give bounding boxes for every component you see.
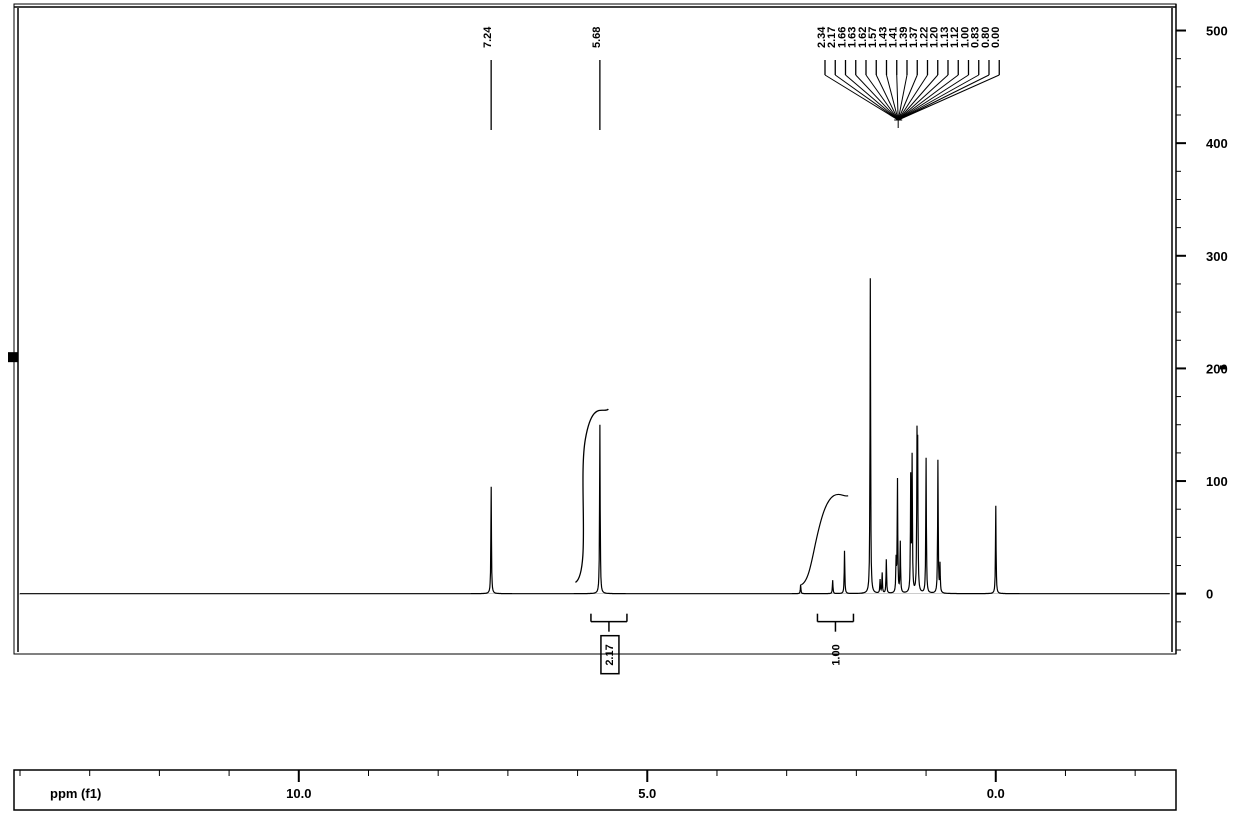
svg-text:5.68: 5.68 (591, 27, 603, 48)
svg-text:400: 400 (1206, 136, 1228, 151)
svg-text:300: 300 (1206, 249, 1228, 264)
svg-text:5.0: 5.0 (638, 786, 656, 801)
svg-text:0: 0 (1206, 587, 1213, 602)
svg-text:1.00: 1.00 (830, 644, 842, 665)
svg-text:100: 100 (1206, 474, 1228, 489)
svg-text:0.00: 0.00 (990, 27, 1002, 48)
svg-text:ppm (f1): ppm (f1) (50, 786, 101, 801)
nmr-spectrum: 010020030040050010.05.00.0ppm (f1)7.245.… (0, 0, 1240, 827)
svg-text:0.0: 0.0 (987, 786, 1005, 801)
svg-text:10.0: 10.0 (286, 786, 311, 801)
svg-text:2.17: 2.17 (604, 644, 616, 665)
svg-text:7.24: 7.24 (482, 26, 494, 48)
nmr-spectrum-container: 010020030040050010.05.00.0ppm (f1)7.245.… (0, 0, 1240, 827)
svg-text:500: 500 (1206, 24, 1228, 39)
